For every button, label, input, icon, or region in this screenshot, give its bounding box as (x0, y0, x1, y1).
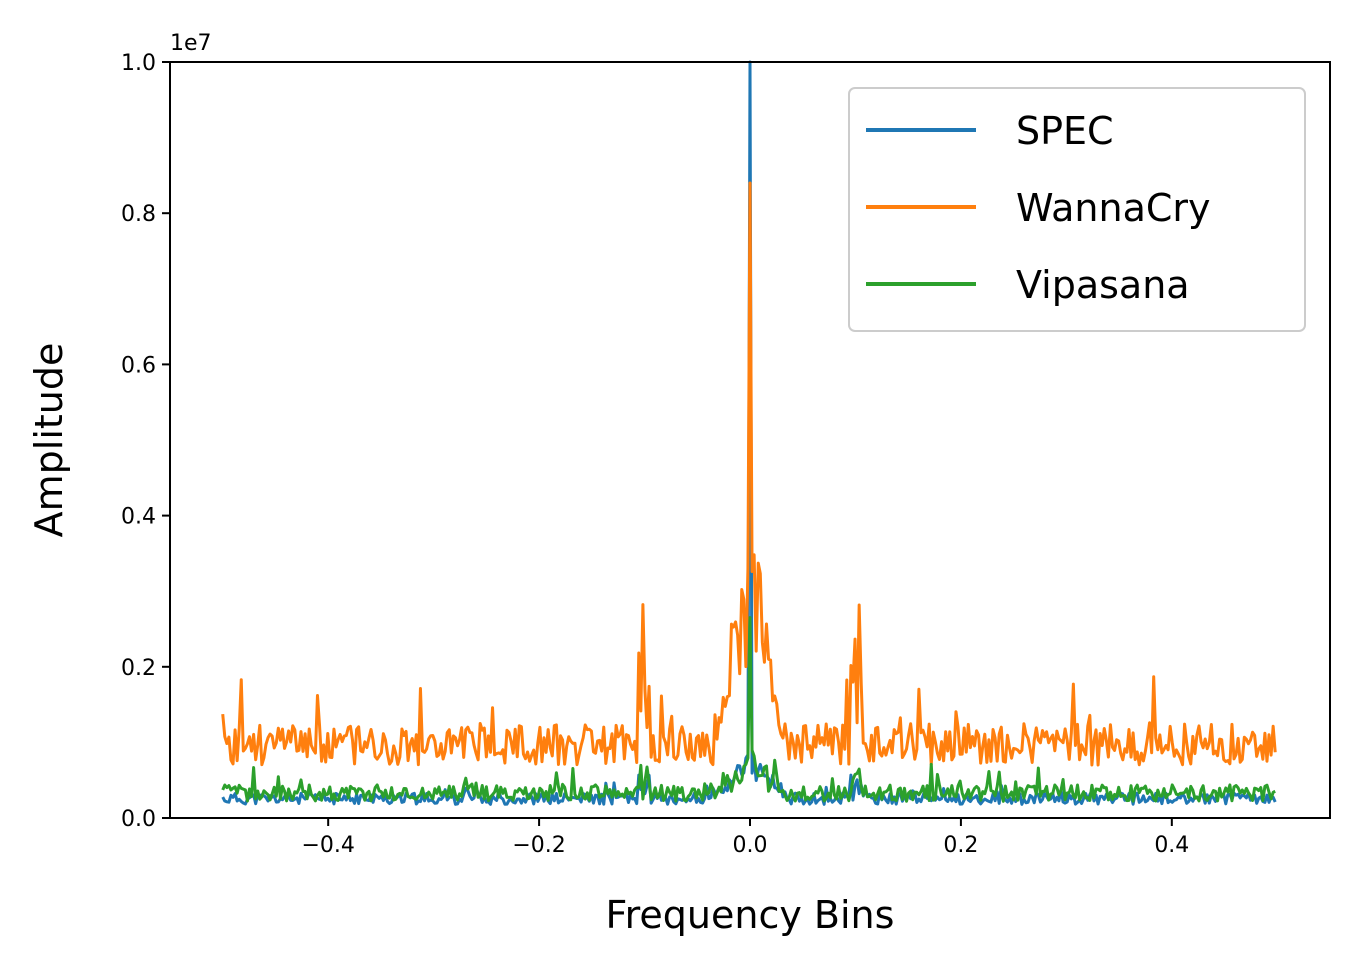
x-tick-label: 0.4 (1154, 833, 1189, 858)
x-tick-label: 0.0 (733, 833, 768, 858)
series-line-wannacry (221, 181, 1277, 767)
legend-label-wannacry: WannaCry (1016, 186, 1211, 230)
x-tick-label: −0.4 (301, 833, 354, 858)
x-tick-label: 0.2 (943, 833, 978, 858)
legend: SPEC WannaCry Vipasana (848, 87, 1306, 332)
x-tick-label: −0.2 (512, 833, 565, 858)
y-tick-label: 0.4 (121, 505, 156, 530)
y-axis-title: Amplitude (27, 343, 71, 538)
y-tick-label: 0.0 (121, 807, 156, 832)
y-tick-label: 0.8 (121, 202, 156, 227)
legend-label-vipasana: Vipasana (1016, 263, 1190, 307)
y-tick-label: 1.0 (121, 51, 156, 76)
plot-area (221, 60, 1277, 806)
x-axis-title: Frequency Bins (606, 893, 895, 937)
legend-box (848, 87, 1306, 332)
series-line-vipasana (221, 616, 1276, 803)
x-axis: −0.4 −0.2 0.0 0.2 0.4 (301, 818, 1189, 858)
y-tick-label: 0.6 (121, 353, 156, 378)
y-axis: 0.0 0.2 0.4 0.6 0.8 1.0 (121, 51, 170, 832)
y-offset-label: 1e7 (170, 31, 212, 56)
legend-label-spec: SPEC (1016, 109, 1114, 153)
y-tick-label: 0.2 (121, 656, 156, 681)
